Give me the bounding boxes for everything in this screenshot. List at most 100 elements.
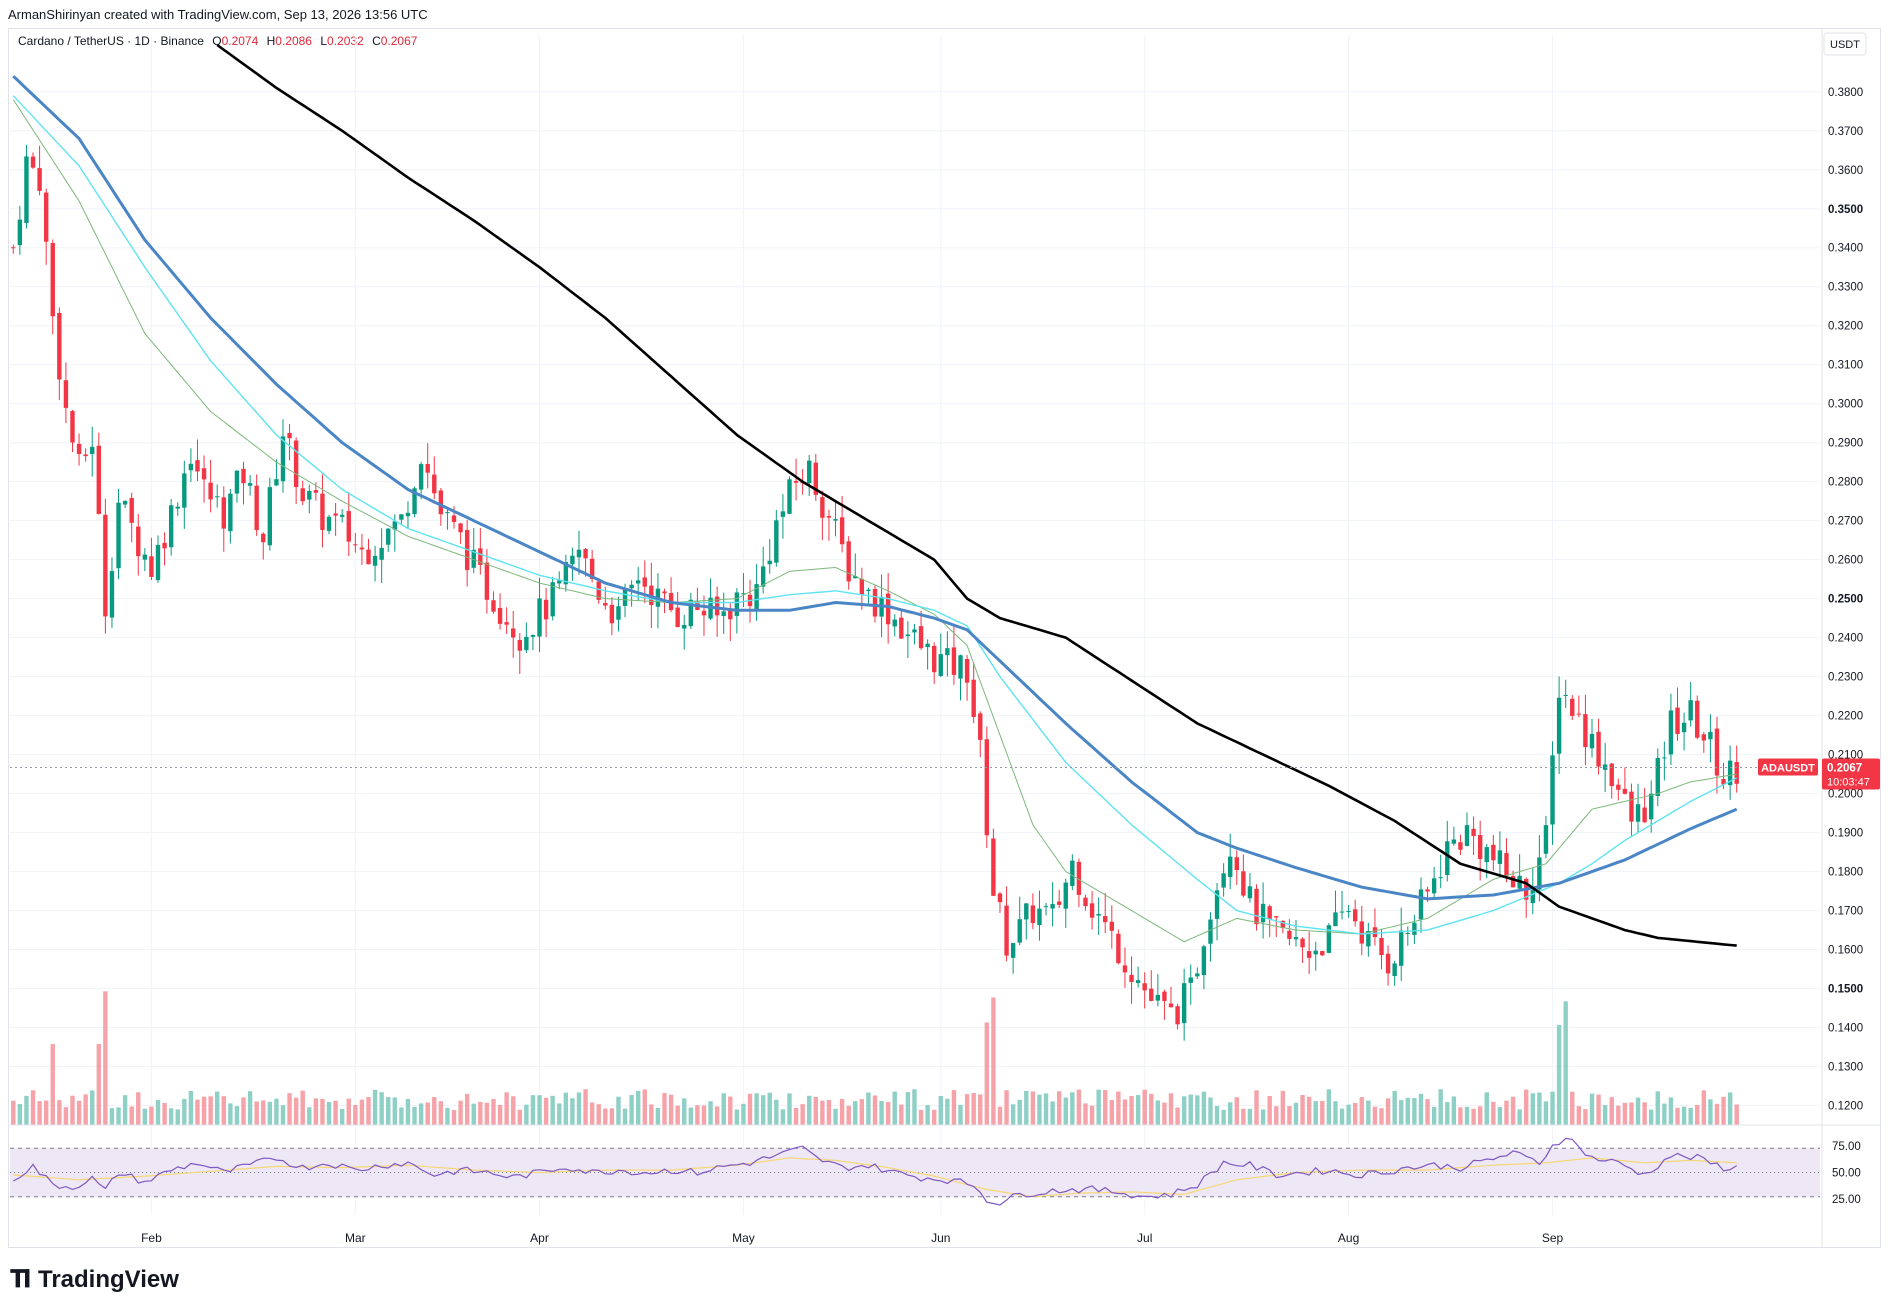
volume-bar [728, 1096, 733, 1125]
currency-button[interactable] [1823, 32, 1867, 56]
candle-body [1359, 921, 1364, 944]
candle-body [1103, 916, 1108, 923]
volume-bar [261, 1100, 266, 1125]
volume-bar [570, 1098, 575, 1125]
candle-body [228, 493, 233, 532]
chart-frame[interactable] [8, 28, 1881, 1248]
candle-body [1642, 807, 1647, 823]
candle-body [991, 838, 996, 896]
volume-bar [405, 1098, 411, 1125]
volume-bar [1570, 1091, 1575, 1125]
candle-body [859, 578, 865, 595]
candle-body [1714, 728, 1720, 776]
volume-bar [162, 1102, 167, 1125]
volume-bar [379, 1092, 384, 1125]
candle-body [760, 566, 766, 587]
volume-bar [918, 1109, 924, 1125]
volume-bar [1149, 1093, 1154, 1125]
candle-body [30, 156, 36, 168]
volume-bar [418, 1103, 424, 1125]
close-value: 0.2067 [380, 34, 418, 48]
volume-bar [188, 1090, 194, 1125]
candle-body [1622, 788, 1628, 794]
volume-bar [1543, 1101, 1549, 1125]
candle-body [392, 521, 398, 530]
price-tick-label: 0.2000 [1828, 789, 1863, 801]
candle-body [280, 436, 286, 482]
candle-body [524, 636, 529, 651]
candle-body [1701, 734, 1707, 741]
candle-body [576, 549, 582, 558]
candle-body [583, 548, 588, 559]
candle-body [793, 480, 799, 483]
candle-body [1234, 857, 1239, 871]
volume-bar [774, 1099, 779, 1125]
candle-body [1168, 1003, 1174, 1008]
volume-bar [662, 1093, 667, 1125]
candle-body [155, 544, 161, 581]
candle-body [63, 380, 69, 408]
volume-bar [333, 1100, 338, 1125]
volume-bar [1096, 1089, 1101, 1125]
volume-bar [997, 1106, 1003, 1125]
candle-body [958, 655, 963, 679]
volume-bar [149, 1106, 154, 1125]
candle-body [1530, 890, 1535, 904]
volume-bar [754, 1093, 759, 1125]
candle-body [504, 622, 509, 625]
candle-body [438, 490, 444, 515]
candle-body [938, 654, 943, 676]
volume-bar [583, 1089, 588, 1125]
candle-body [90, 446, 95, 455]
volume-bar [787, 1093, 792, 1125]
candle-body [57, 312, 62, 380]
volume-bar [1352, 1103, 1358, 1125]
candle-body [1274, 916, 1279, 918]
candle-body [1392, 963, 1397, 977]
candle-body [1570, 698, 1575, 716]
candle-body [379, 547, 384, 560]
candle-body [728, 609, 733, 620]
candle-body [313, 490, 319, 493]
volume-bar [1254, 1090, 1259, 1125]
countdown-label: 10:03:47 [1827, 776, 1870, 788]
volume-bar [1188, 1094, 1193, 1125]
volume-bar [557, 1103, 562, 1125]
candle-body [1175, 1006, 1180, 1025]
candle-body [1076, 861, 1082, 895]
candle-body [1004, 905, 1009, 956]
candle-body [1010, 943, 1016, 958]
volume-bar [1116, 1091, 1121, 1125]
candle-body [642, 577, 647, 587]
candle-body [1228, 856, 1233, 877]
ema-200-line [216, 43, 1737, 947]
volume-bar [76, 1100, 82, 1125]
candle-body [807, 460, 812, 484]
volume-bar [1030, 1091, 1036, 1125]
volume-bar [168, 1108, 174, 1125]
candle-body [234, 470, 240, 494]
volume-bar [1405, 1097, 1411, 1125]
candle-body [1510, 876, 1516, 888]
candle-body [1339, 911, 1345, 913]
volume-bar [1359, 1097, 1364, 1125]
volume-bar [1431, 1106, 1437, 1125]
candle-body [1458, 842, 1463, 850]
volume-bar [103, 991, 108, 1125]
volume-bar [1491, 1101, 1496, 1125]
candle-body [1477, 835, 1483, 859]
volume-bar [346, 1098, 351, 1125]
volume-bar [833, 1108, 838, 1125]
candle-body [1287, 930, 1292, 939]
author-name: ArmanShirinyan [8, 7, 101, 22]
candle-body [1149, 988, 1154, 1001]
candle-body [517, 639, 522, 651]
volume-bar [1306, 1096, 1312, 1125]
candle-body [1596, 731, 1601, 767]
candle-body [261, 533, 266, 543]
volume-bar [807, 1095, 812, 1125]
candle-body [432, 474, 437, 494]
candle-body [1379, 937, 1384, 956]
volume-bar [1629, 1102, 1634, 1125]
